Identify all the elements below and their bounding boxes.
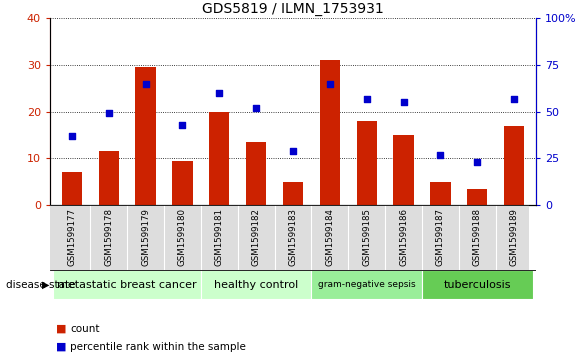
Bar (356, 121, 377, 205)
Point (288, 148, 298, 154)
Text: ■: ■ (56, 342, 66, 352)
Text: metastatic breast cancer: metastatic breast cancer (57, 280, 197, 290)
Bar (283, 182, 303, 205)
Text: tuberculosis: tuberculosis (444, 280, 511, 290)
Point (436, 152, 445, 158)
Point (214, 90, 224, 96)
Point (141, 81, 150, 86)
Text: GSM1599189: GSM1599189 (510, 208, 519, 266)
Text: ▶: ▶ (42, 280, 50, 290)
Bar (504, 126, 524, 205)
Point (362, 95, 372, 101)
Bar (467, 189, 488, 205)
Text: ■: ■ (56, 323, 66, 334)
Text: GSM1599182: GSM1599182 (251, 208, 261, 266)
Text: disease state: disease state (6, 280, 76, 290)
Point (472, 159, 482, 165)
Bar (209, 112, 230, 205)
Bar (393, 135, 414, 205)
Text: GSM1599180: GSM1599180 (178, 208, 187, 266)
Bar (53, 270, 201, 299)
Text: GSM1599178: GSM1599178 (104, 208, 113, 266)
Text: GSM1599188: GSM1599188 (473, 208, 482, 266)
Bar (98, 151, 119, 205)
Text: GSM1599186: GSM1599186 (399, 208, 408, 266)
Text: GSM1599177: GSM1599177 (67, 208, 76, 266)
Point (67, 133, 77, 139)
Text: GSM1599181: GSM1599181 (215, 208, 224, 266)
Text: GSM1599179: GSM1599179 (141, 208, 150, 266)
Point (251, 105, 261, 111)
Bar (422, 270, 533, 299)
Bar (172, 161, 193, 205)
Bar (311, 270, 422, 299)
Text: GSM1599185: GSM1599185 (362, 208, 371, 266)
Point (178, 122, 187, 128)
Text: percentile rank within the sample: percentile rank within the sample (70, 342, 246, 352)
Point (104, 111, 114, 117)
Point (399, 99, 408, 105)
Point (509, 95, 519, 101)
Bar (135, 67, 156, 205)
Bar (201, 270, 311, 299)
Text: count: count (70, 323, 100, 334)
Text: GSM1599184: GSM1599184 (325, 208, 335, 266)
Bar (430, 182, 451, 205)
Text: healthy control: healthy control (214, 280, 298, 290)
Text: GSM1599187: GSM1599187 (436, 208, 445, 266)
Point (325, 81, 335, 86)
Bar (62, 172, 82, 205)
Bar (246, 142, 266, 205)
Bar (320, 60, 340, 205)
Text: gram-negative sepsis: gram-negative sepsis (318, 281, 415, 289)
Title: GDS5819 / ILMN_1753931: GDS5819 / ILMN_1753931 (202, 2, 384, 16)
Text: GSM1599183: GSM1599183 (288, 208, 298, 266)
